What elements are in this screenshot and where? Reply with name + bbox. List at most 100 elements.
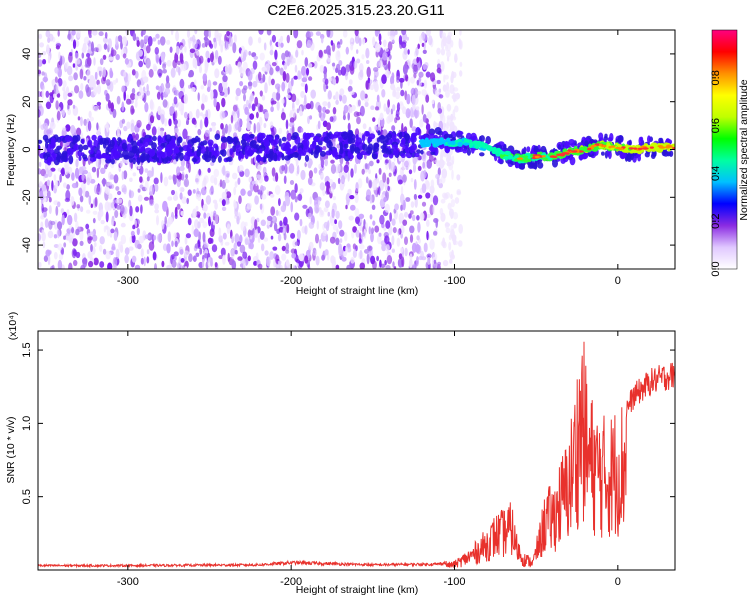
noise-speck <box>137 188 141 193</box>
noise-speck <box>409 225 415 234</box>
noise-speck <box>270 106 274 113</box>
noise-speck <box>260 219 266 227</box>
noise-speck <box>261 243 265 252</box>
noise-speck <box>38 233 42 242</box>
noise-speck <box>53 93 56 99</box>
noise-speck <box>189 48 196 54</box>
noise-speck <box>248 51 252 56</box>
noise-speck <box>247 81 253 87</box>
spectrogram-noise-cloud <box>38 30 464 269</box>
noise-speck <box>134 99 138 108</box>
noise-speck <box>220 247 226 257</box>
noise-speck <box>69 51 73 57</box>
noise-speck <box>366 60 370 64</box>
trace-blob <box>462 148 468 154</box>
trace-blob <box>211 155 217 163</box>
trace-blob <box>601 151 605 156</box>
noise-speck <box>146 256 150 264</box>
noise-speck <box>77 116 81 121</box>
noise-speck <box>323 207 329 213</box>
snr-plot-area <box>38 331 675 570</box>
trace-blob <box>393 148 399 156</box>
trace-blob <box>178 146 184 151</box>
noise-speck <box>359 63 364 73</box>
noise-speck <box>432 195 439 206</box>
noise-speck <box>297 193 303 201</box>
noise-speck <box>447 31 453 38</box>
trace-blob <box>104 155 112 160</box>
trace-blob <box>284 155 291 161</box>
noise-speck <box>147 170 153 179</box>
noise-speck <box>256 174 261 179</box>
trace-blob <box>67 147 74 156</box>
noise-speck <box>95 159 101 168</box>
noise-speck <box>51 79 56 85</box>
noise-speck <box>343 164 349 173</box>
noise-speck <box>263 122 267 129</box>
noise-speck <box>110 228 115 234</box>
noise-speck <box>93 257 99 266</box>
noise-speck <box>413 193 417 200</box>
noise-speck <box>143 38 148 43</box>
noise-speck <box>308 221 315 229</box>
noise-speck <box>96 84 102 95</box>
noise-speck <box>154 183 159 192</box>
noise-speck <box>193 228 200 238</box>
y-tick-label: 0.5 <box>21 489 33 504</box>
noise-speck <box>169 106 175 115</box>
noise-speck <box>291 107 296 118</box>
y-tick-label: -20 <box>21 189 33 205</box>
noise-speck <box>437 102 442 111</box>
noise-speck <box>121 118 126 124</box>
trace-blob <box>61 155 68 162</box>
trace-blob <box>244 150 249 160</box>
noise-speck <box>57 201 61 208</box>
noise-speck <box>284 50 290 58</box>
noise-speck <box>47 250 52 255</box>
noise-speck <box>376 159 380 164</box>
noise-speck <box>254 230 259 239</box>
noise-speck <box>277 86 280 94</box>
noise-speck <box>354 192 359 204</box>
noise-speck <box>64 197 71 203</box>
noise-speck <box>244 238 249 246</box>
noise-speck <box>425 71 431 78</box>
trace-blob <box>297 147 303 154</box>
noise-speck <box>335 264 340 269</box>
trace-blob <box>343 143 349 149</box>
noise-speck <box>131 108 135 114</box>
noise-speck <box>411 94 416 106</box>
noise-speck <box>38 261 42 268</box>
noise-speck <box>112 264 118 269</box>
trace-blob <box>68 155 74 165</box>
noise-speck <box>333 256 337 266</box>
noise-speck <box>191 224 195 235</box>
noise-speck <box>402 174 407 183</box>
noise-speck <box>79 230 84 241</box>
noise-speck <box>96 79 100 86</box>
noise-speck <box>130 122 135 133</box>
noise-speck <box>188 38 191 49</box>
noise-speck <box>173 251 179 257</box>
noise-speck <box>439 114 444 121</box>
noise-speck <box>240 188 246 196</box>
noise-speck <box>107 99 112 109</box>
noise-speck <box>451 169 454 180</box>
noise-speck <box>300 82 306 87</box>
noise-speck <box>141 69 147 81</box>
noise-speck <box>305 67 310 76</box>
noise-speck <box>441 168 448 179</box>
noise-speck <box>101 76 106 85</box>
noise-speck <box>98 31 104 37</box>
trace-blob <box>136 156 141 165</box>
noise-speck <box>277 233 282 242</box>
x-tick-label: -300 <box>117 576 139 588</box>
noise-speck <box>259 104 264 113</box>
snr-multiplier: (x10⁴) <box>7 312 19 340</box>
noise-speck <box>221 179 226 189</box>
noise-speck <box>318 238 322 249</box>
trace-peak <box>541 155 546 158</box>
noise-speck <box>210 186 214 192</box>
noise-speck <box>387 99 390 108</box>
trace-blob <box>152 135 157 142</box>
